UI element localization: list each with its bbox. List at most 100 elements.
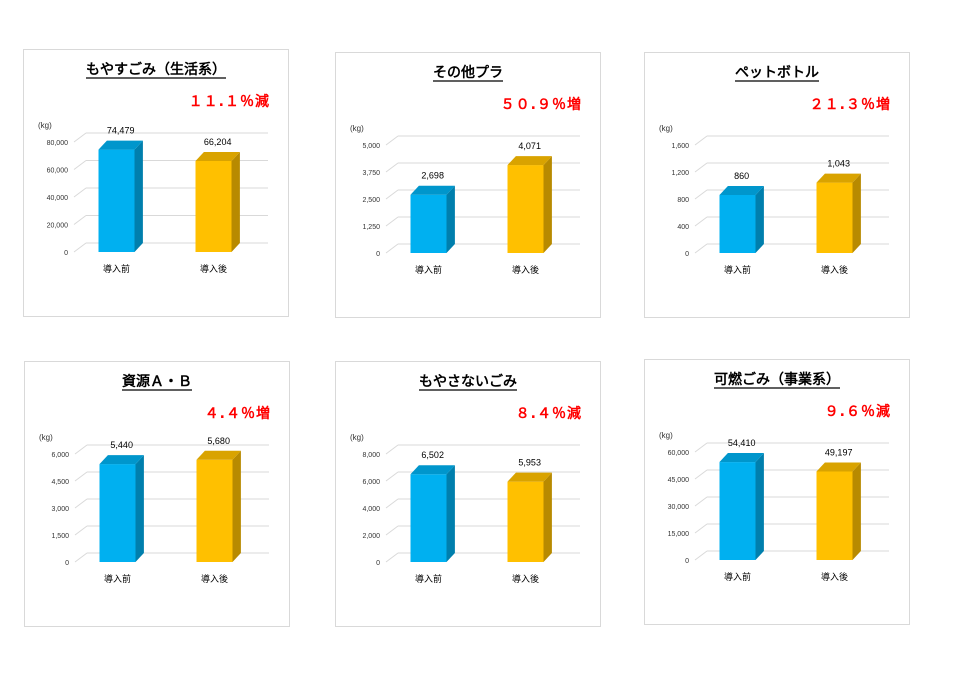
data-label: 6,502 (421, 450, 444, 460)
y-tick-label: 2,500 (362, 197, 380, 204)
bar-front (410, 194, 447, 253)
chart-panel-3: 資源Ａ・Ｂ ４.４％増 (kg) 0 1,500 3,000 4,500 6,000 5,440… (24, 361, 290, 627)
gridline-side (694, 550, 708, 561)
y-tick-label: 30,000 (668, 504, 690, 511)
category-label: 導入後 (200, 263, 227, 275)
bar-front (719, 462, 756, 560)
bar-top (410, 185, 455, 195)
gridline-side (694, 442, 708, 453)
category-label: 導入前 (104, 573, 131, 585)
gridline-side (694, 523, 708, 534)
chart-title: ペットボトル (735, 65, 819, 81)
data-label: 5,953 (518, 458, 541, 468)
data-label: 74,479 (107, 126, 135, 136)
gridline-side (385, 162, 399, 173)
data-label: 2,698 (421, 171, 444, 181)
y-axis-label: (kg) (659, 124, 673, 133)
bar-after (196, 450, 241, 562)
bar-side (232, 450, 241, 562)
y-tick-label: 6,000 (362, 479, 380, 486)
category-label: 導入後 (821, 264, 848, 276)
gridline-side (73, 187, 87, 198)
bar-front (507, 481, 544, 562)
bar-side (755, 185, 764, 253)
bar-side (852, 173, 861, 253)
chart-title: もやさないごみ (419, 373, 517, 390)
change-label: ５０.９％増 (501, 96, 582, 113)
bar-top (98, 140, 143, 150)
category-label: 導入後 (512, 573, 539, 585)
category-label: 導入後 (821, 571, 848, 583)
data-label: 5,680 (207, 436, 230, 446)
gridline-side (694, 469, 708, 480)
gridline-side (694, 216, 708, 227)
gridline-side (385, 216, 399, 227)
y-tick-label: 800 (677, 197, 689, 204)
bar-top (719, 185, 764, 195)
bar-front (719, 194, 756, 253)
data-label: 1,043 (827, 159, 850, 169)
y-tick-label: 0 (376, 251, 380, 258)
gridline-side (694, 189, 708, 200)
y-tick-label: 20,000 (47, 223, 69, 230)
bar-side (755, 453, 764, 560)
bar-before (410, 465, 455, 562)
y-tick-label: 0 (685, 558, 689, 565)
y-tick-label: 1,250 (362, 224, 380, 231)
gridline-side (694, 243, 708, 254)
bar-top (507, 156, 552, 166)
y-tick-label: 1,500 (51, 533, 69, 540)
bar-side (446, 185, 455, 253)
y-tick-label: 80,000 (47, 140, 69, 147)
bar-front (195, 160, 232, 252)
y-tick-label: 4,500 (51, 479, 69, 486)
bar-side (543, 156, 552, 253)
bar-top (196, 450, 241, 460)
gridline-side (385, 552, 399, 563)
chart-panel-1: その他プラ ５０.９％増 (kg) 0 1,250 2,500 3,750 5,000 2,69… (335, 52, 601, 318)
y-tick-label: 1,200 (671, 170, 689, 177)
chart-panel-0: もやすごみ（生活系） １１.１％減 (kg) 0 20,000 40,000 60,000 8… (23, 49, 289, 317)
bar-after (507, 156, 552, 253)
y-axis-label: (kg) (350, 124, 364, 133)
gridline-side (385, 243, 399, 254)
bar-top (507, 472, 552, 482)
bar-top (410, 465, 455, 475)
y-axis-label: (kg) (38, 121, 52, 130)
bar-top (195, 151, 240, 161)
bar-front (99, 464, 136, 562)
bar-top (816, 173, 861, 183)
bar-front (196, 459, 233, 562)
bar-side (134, 140, 143, 252)
chart-title: もやすごみ（生活系） (86, 61, 226, 78)
category-label: 導入後 (512, 264, 539, 276)
bar-before (410, 185, 455, 253)
bar-before (98, 140, 143, 252)
y-tick-label: 5,000 (362, 143, 380, 150)
gridline-side (694, 162, 708, 173)
chart-svg: もやすごみ（生活系） １１.１％減 (kg) 0 20,000 40,000 60,000 8… (38, 61, 270, 275)
y-tick-label: 400 (677, 224, 689, 231)
gridline-side (73, 215, 87, 225)
y-tick-label: 60,000 (47, 168, 69, 175)
y-tick-label: 40,000 (47, 195, 69, 202)
chart-panel-5: 可燃ごみ（事業系） ９.６％減 (kg) 0 15,000 30,000 45,000 60,… (644, 359, 910, 625)
bar-before (719, 185, 764, 253)
y-axis-label: (kg) (39, 433, 53, 442)
y-tick-label: 4,000 (362, 506, 380, 513)
chart-panel-2: ペットボトル ２１.３％増 (kg) 0 400 800 1,200 1,600 860 導入前 1… (644, 52, 910, 318)
bar-front (98, 149, 135, 252)
gridline-side (694, 496, 708, 507)
change-label: １１.１％減 (189, 93, 270, 110)
y-tick-label: 0 (65, 560, 69, 567)
category-label: 導入前 (415, 264, 442, 276)
bar-front (507, 165, 544, 253)
chart-title: 資源Ａ・Ｂ (122, 373, 192, 390)
chart-title: 可燃ごみ（事業系） (714, 371, 840, 388)
bar-front (816, 471, 853, 560)
gridline-side (74, 552, 88, 563)
gridline-side (385, 525, 399, 536)
data-label: 860 (734, 171, 749, 181)
y-tick-label: 45,000 (668, 477, 690, 484)
bar-top (816, 462, 861, 472)
